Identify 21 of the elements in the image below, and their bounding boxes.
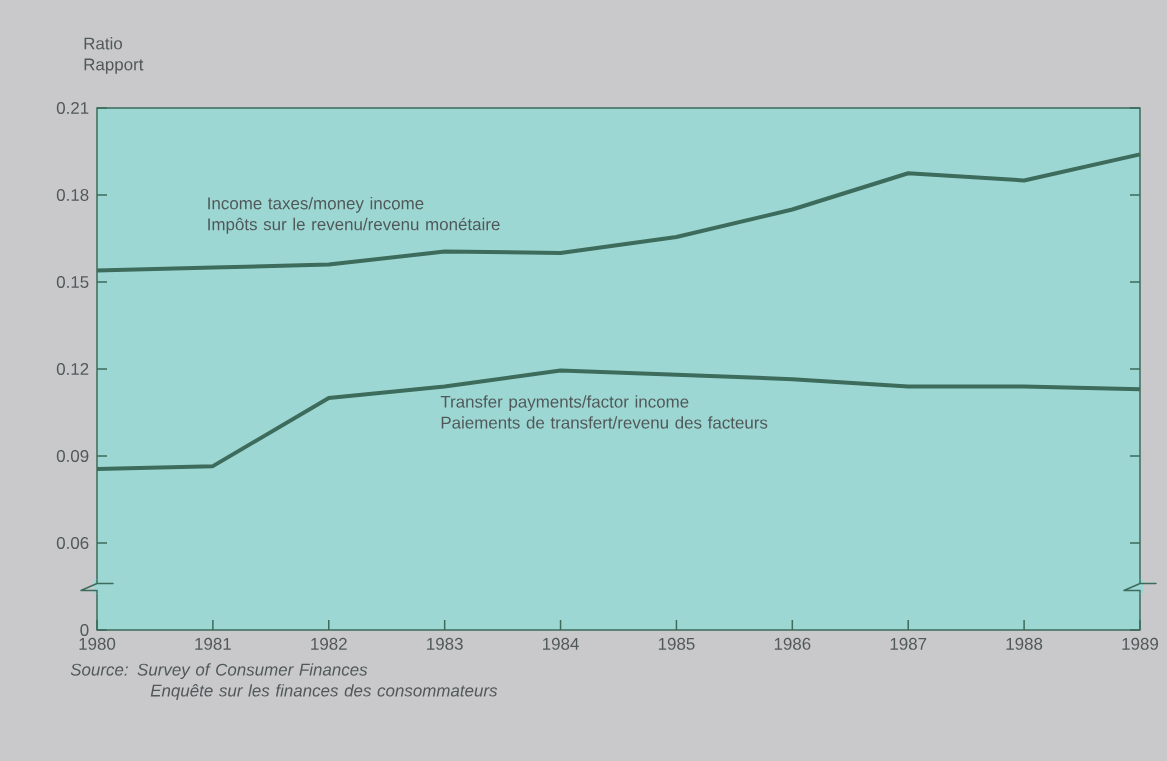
y-tick-label: 0.21 bbox=[56, 101, 89, 114]
x-tick-label: 1981 bbox=[195, 637, 231, 650]
x-tick-label: 1987 bbox=[890, 637, 927, 650]
x-tick-label: 1980 bbox=[79, 637, 116, 650]
x-tick-label: 1989 bbox=[1122, 637, 1159, 650]
series-label: Income taxes/money income Impôts sur le revenu/revenu monétaire bbox=[208, 196, 500, 234]
y-tick-label: 0.18 bbox=[56, 189, 89, 201]
source-note: Source: Survey of Consumer Finances Enquête sur les finances des consommateurs bbox=[70, 663, 498, 700]
y-tick-label: 0.06 bbox=[56, 537, 89, 549]
x-tick-label: 1986 bbox=[774, 637, 811, 650]
y-tick-label: 0.15 bbox=[56, 276, 89, 288]
y-axis-title: Ratio Rapport bbox=[84, 37, 144, 74]
x-tick-label: 1985 bbox=[658, 637, 695, 650]
y-tick-label: 0.12 bbox=[56, 363, 89, 375]
x-tick-label: 1984 bbox=[543, 637, 579, 650]
series-label: Transfer payments/factor income Paiements de transfert/revenu des facteurs bbox=[440, 395, 768, 429]
x-tick-label: 1988 bbox=[1006, 637, 1043, 650]
y-tick-label: 0 bbox=[80, 624, 89, 636]
x-tick-label: 1983 bbox=[427, 637, 463, 650]
x-tick-label: 1982 bbox=[311, 637, 347, 650]
y-tick-label: 0.09 bbox=[56, 450, 89, 462]
